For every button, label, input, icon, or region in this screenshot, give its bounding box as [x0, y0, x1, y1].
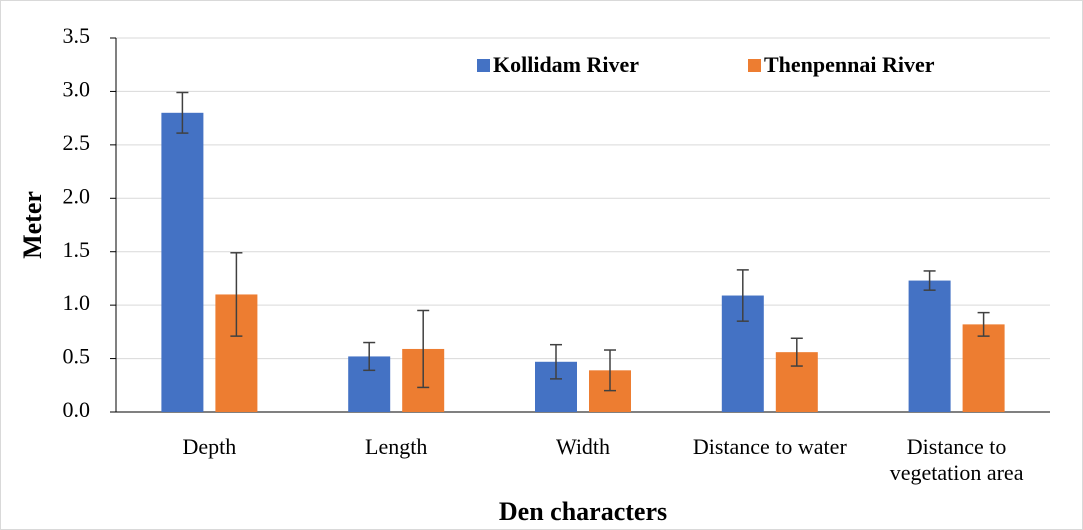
legend-label: Kollidam River	[493, 52, 639, 77]
y-tick-label: 0.0	[63, 397, 91, 422]
y-tick-label: 1.0	[63, 290, 91, 315]
y-tick-label: 0.5	[63, 344, 91, 369]
y-tick-label: 3.5	[63, 23, 91, 48]
x-tick-label: Distance to vegetation area	[889, 434, 1024, 485]
x-tick-label: Length	[365, 434, 428, 459]
x-axis-label: Den characters	[499, 497, 667, 526]
x-tick-label: Distance to water	[692, 434, 847, 459]
x-tick-label: Depth	[182, 434, 237, 459]
y-tick-label: 1.5	[63, 237, 91, 262]
legend-swatch	[748, 59, 761, 72]
bar	[908, 280, 951, 412]
y-tick-label: 2.5	[63, 130, 91, 155]
y-tick-label: 2.0	[63, 183, 91, 208]
bar	[161, 112, 204, 413]
bar	[962, 324, 1005, 412]
legend-swatch	[477, 59, 490, 72]
y-axis-label: Meter	[18, 191, 47, 259]
legend-label: Thenpennai River	[764, 52, 935, 77]
y-tick-label: 3.0	[63, 76, 91, 101]
x-tick-label: Width	[555, 434, 611, 459]
